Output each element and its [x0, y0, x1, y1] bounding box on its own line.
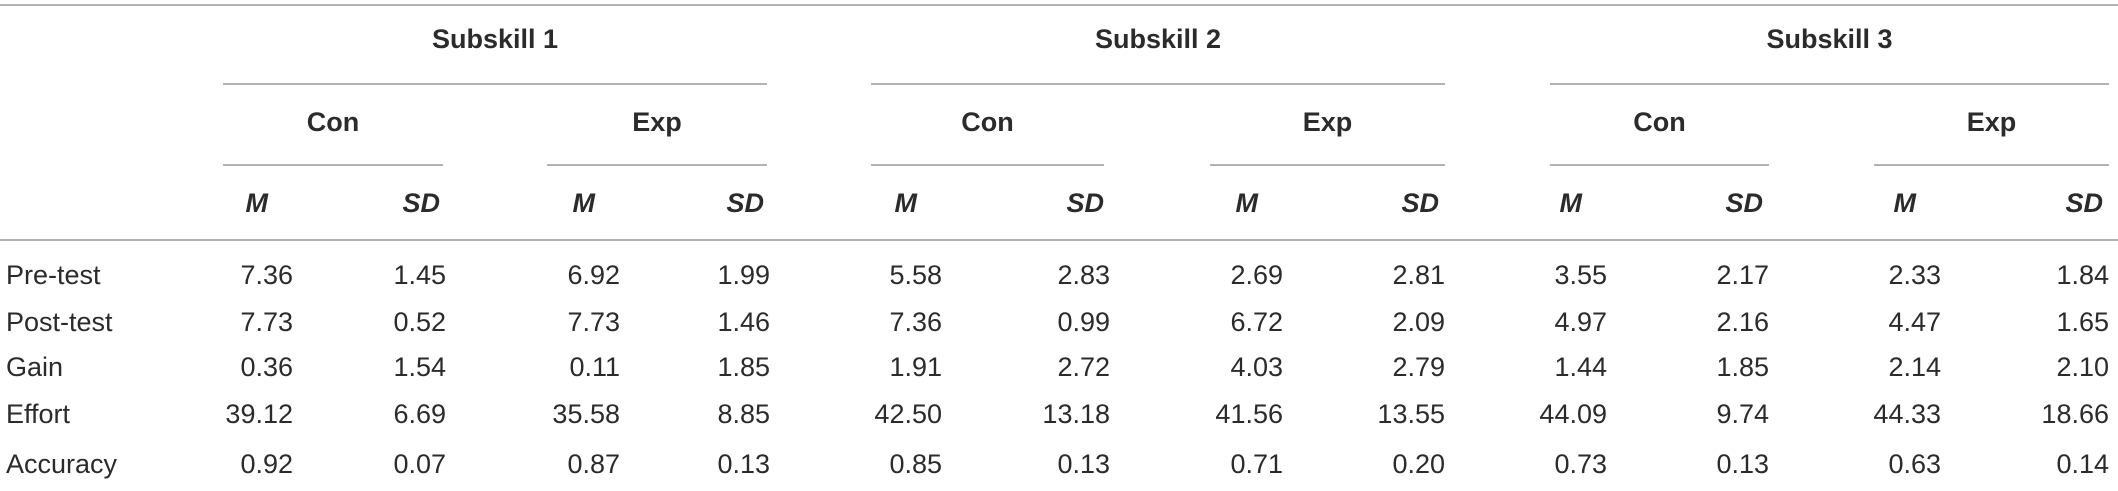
cell: 2.83: [1057, 260, 1110, 290]
cell: 1.65: [2056, 307, 2109, 337]
cell: 13.55: [1377, 399, 1445, 429]
stat-header: M: [1894, 188, 1917, 218]
condition-header: Exp: [632, 107, 682, 137]
stat-header: M: [1560, 188, 1583, 218]
cell: 0.85: [889, 449, 942, 479]
group-header: Subskill 1: [432, 24, 558, 54]
cell: 0.52: [393, 307, 446, 337]
cell: 1.45: [393, 260, 446, 290]
group-header: Subskill 3: [1766, 24, 1892, 54]
cell: 3.55: [1554, 260, 1607, 290]
cell: 1.99: [717, 260, 770, 290]
cell: 2.33: [1888, 260, 1941, 290]
cell: 1.84: [2056, 260, 2109, 290]
row-label: Accuracy: [6, 449, 118, 479]
group-header: Subskill 2: [1095, 24, 1221, 54]
stat-header: SD: [402, 188, 440, 218]
cell: 2.09: [1392, 307, 1445, 337]
stat-header: SD: [726, 188, 764, 218]
stat-header: SD: [1725, 188, 1763, 218]
cell: 42.50: [874, 399, 942, 429]
cell: 2.14: [1888, 352, 1941, 382]
cell: 7.73: [567, 307, 620, 337]
cell: 2.16: [1716, 307, 1769, 337]
cell: 1.54: [393, 352, 446, 382]
cell: 0.11: [569, 352, 620, 382]
cell: 1.85: [1716, 352, 1769, 382]
cell: 18.66: [2041, 399, 2109, 429]
cell: 0.92: [240, 449, 293, 479]
cell: 0.20: [1392, 449, 1445, 479]
cell: 9.74: [1716, 399, 1769, 429]
cell: 2.10: [2056, 352, 2109, 382]
row-label: Gain: [6, 352, 63, 382]
cell: 41.56: [1215, 399, 1283, 429]
cell: 6.92: [567, 260, 620, 290]
cell: 6.69: [393, 399, 446, 429]
cell: 2.69: [1230, 260, 1283, 290]
cell: 7.36: [889, 307, 942, 337]
condition-header: Exp: [1967, 107, 2017, 137]
cell: 5.58: [889, 260, 942, 290]
stat-header: M: [895, 188, 918, 218]
cell: 0.71: [1230, 449, 1283, 479]
stat-header: SD: [1066, 188, 1104, 218]
cell: 0.13: [717, 449, 770, 479]
cell: 44.33: [1873, 399, 1941, 429]
stat-header: M: [1236, 188, 1259, 218]
cell: 13.18: [1042, 399, 1110, 429]
cell: 4.97: [1554, 307, 1607, 337]
cell: 1.46: [717, 307, 770, 337]
cell: 4.03: [1230, 352, 1283, 382]
cell: 0.36: [240, 352, 293, 382]
stat-header: SD: [2065, 188, 2103, 218]
condition-header: Con: [961, 107, 1013, 137]
cell: 0.99: [1057, 307, 1110, 337]
stat-header: SD: [1401, 188, 1439, 218]
cell: 1.85: [717, 352, 770, 382]
cell: 6.72: [1230, 307, 1283, 337]
cell: 39.12: [225, 399, 293, 429]
condition-header: Con: [1633, 107, 1685, 137]
condition-header: Exp: [1303, 107, 1353, 137]
stat-header: M: [573, 188, 596, 218]
cell: 0.73: [1554, 449, 1607, 479]
row-label: Post-test: [6, 307, 113, 337]
cell: 2.81: [1392, 260, 1445, 290]
cell: 4.47: [1888, 307, 1941, 337]
cell: 7.36: [240, 260, 293, 290]
stat-header: M: [246, 188, 269, 218]
cell: 35.58: [552, 399, 620, 429]
cell: 0.13: [1716, 449, 1769, 479]
condition-header: Con: [307, 107, 359, 137]
cell: 0.07: [393, 449, 446, 479]
cell: 1.44: [1554, 352, 1607, 382]
cell: 0.13: [1057, 449, 1110, 479]
cell: 2.17: [1716, 260, 1769, 290]
cell: 0.87: [567, 449, 620, 479]
cell: 0.14: [2056, 449, 2109, 479]
row-label: Pre-test: [6, 260, 101, 290]
cell: 7.73: [240, 307, 293, 337]
cell: 8.85: [717, 399, 770, 429]
row-label: Effort: [6, 399, 71, 429]
cell: 2.79: [1392, 352, 1445, 382]
cell: 0.63: [1888, 449, 1941, 479]
cell: 44.09: [1539, 399, 1607, 429]
cell: 2.72: [1057, 352, 1110, 382]
cell: 1.91: [889, 352, 942, 382]
